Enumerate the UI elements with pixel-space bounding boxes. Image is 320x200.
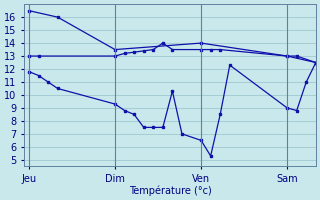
X-axis label: Température (°c): Température (°c) xyxy=(129,185,212,196)
